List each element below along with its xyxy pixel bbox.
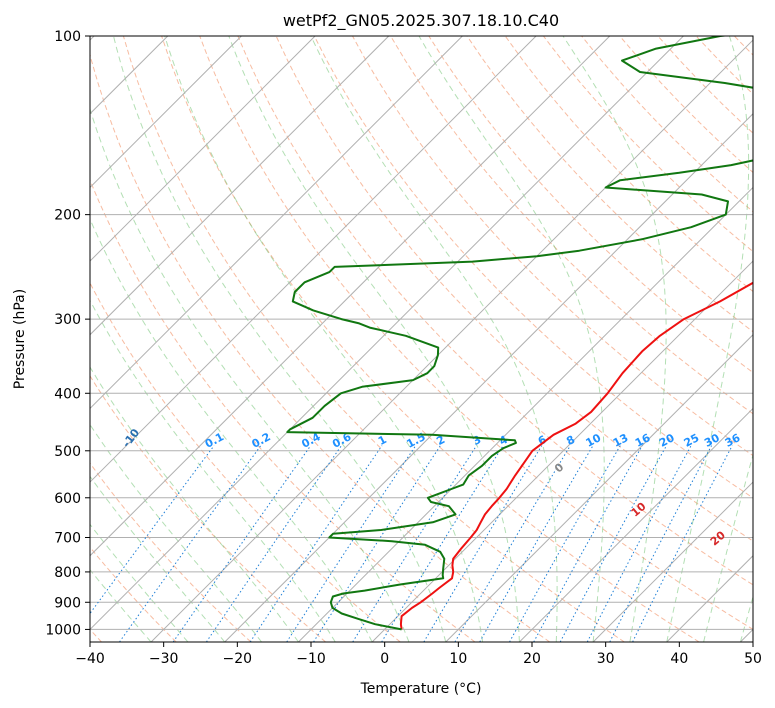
y-tick-label: 400 xyxy=(54,386,81,402)
chart-title: wetPf2_GN05.2025.307.18.10.C40 xyxy=(283,11,559,31)
x-tick-label: 0 xyxy=(380,651,389,667)
y-tick-label: 700 xyxy=(54,531,81,547)
y-tick-label: 600 xyxy=(54,491,81,507)
mixing-ratio-label: 36 xyxy=(723,431,743,450)
dewpoint-profile-line xyxy=(286,36,753,631)
mixing-ratio-label: 25 xyxy=(682,431,702,450)
x-tick-label: −30 xyxy=(149,651,179,667)
plot-frame xyxy=(89,35,754,643)
x-tick-label: 30 xyxy=(597,651,615,667)
background-reference-lines xyxy=(90,36,753,642)
x-tick-label: 10 xyxy=(449,651,467,667)
x-tick-label: −20 xyxy=(223,651,253,667)
y-tick-label: 100 xyxy=(54,29,81,45)
temperature-profile-line xyxy=(399,281,753,630)
x-tick-label: 20 xyxy=(523,651,541,667)
mixing-ratio-label: 30 xyxy=(702,431,722,450)
mixing-ratio-label: 13 xyxy=(611,431,631,450)
y-tick-label: 900 xyxy=(54,595,81,611)
y-tick-label: 300 xyxy=(54,312,81,328)
y-tick-label: 500 xyxy=(54,444,81,460)
x-tick-label: 40 xyxy=(670,651,688,667)
mixing-ratio-label: 10 xyxy=(584,431,604,450)
sounding-profiles xyxy=(286,36,753,631)
x-tick-label: 50 xyxy=(744,651,762,667)
x-tick-label: −10 xyxy=(296,651,326,667)
y-tick-label: 800 xyxy=(54,565,81,581)
y-tick-label: 1000 xyxy=(45,622,81,638)
x-axis: −40 −30 −20 −10 0 10 20 30 40 50 xyxy=(75,642,762,667)
x-tick-label: −40 xyxy=(75,651,105,667)
x-axis-label: Temperature (°C) xyxy=(360,681,482,697)
mixing-ratio-label: 20 xyxy=(657,431,677,450)
y-axis: 100 200 300 400 500 600 700 800 900 1000 xyxy=(45,29,90,638)
y-tick-label: 200 xyxy=(54,208,81,224)
mixing-ratio-label: 16 xyxy=(633,431,653,450)
y-axis-label: Pressure (hPa) xyxy=(12,289,28,389)
